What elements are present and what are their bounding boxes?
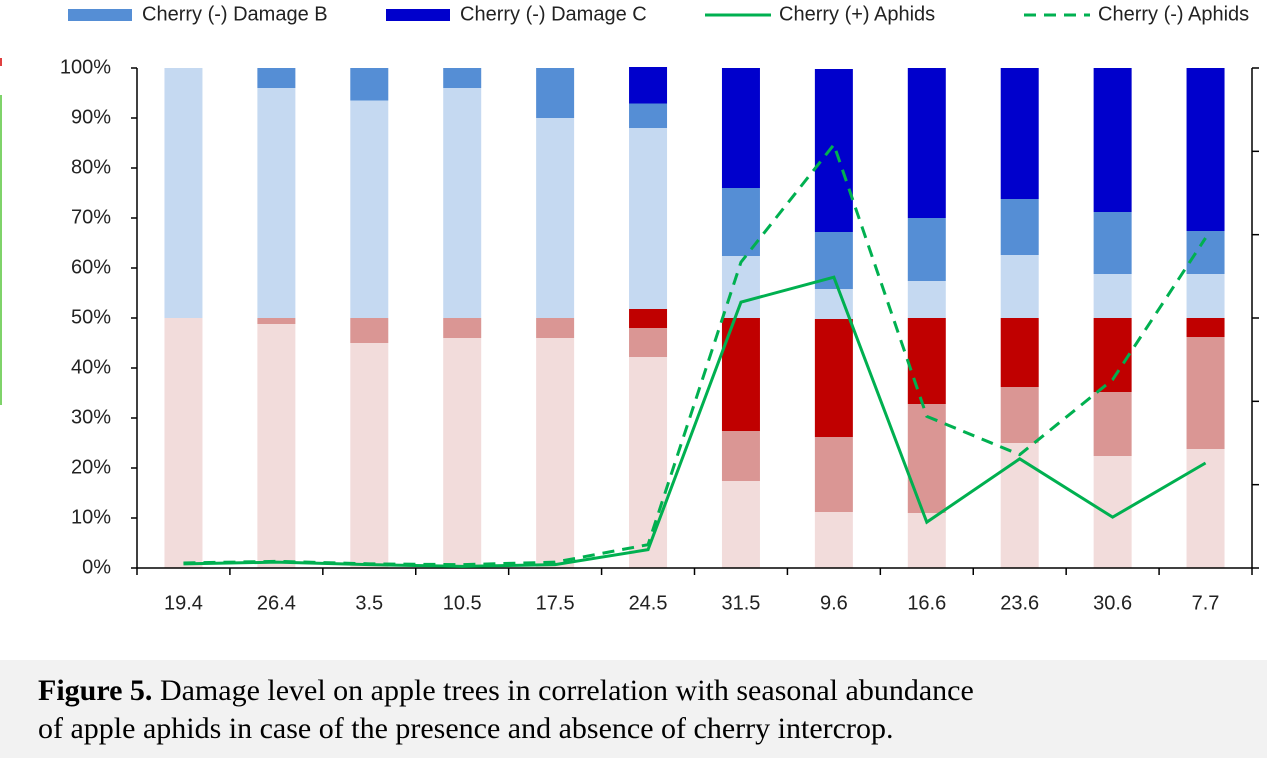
bar-segment [907, 218, 946, 281]
bar-segment [1000, 443, 1039, 568]
bar-segment [164, 68, 203, 318]
legend-swatch [68, 9, 132, 21]
legend-label: Cherry (-) Damage B [142, 3, 328, 25]
x-tick-label: 17.5 [536, 592, 575, 614]
bar-segment [1093, 392, 1132, 456]
bar-segment [257, 88, 296, 318]
bar-segment [1186, 68, 1225, 231]
y-tick-label: 30% [71, 406, 111, 428]
bar-segment [164, 318, 203, 568]
y-tick-label: 20% [71, 456, 111, 478]
caption-text: Damage level on apple trees in correlati… [159, 674, 974, 707]
y-tick-label: 90% [71, 106, 111, 128]
x-tick-label: 3.5 [355, 592, 383, 614]
bar-segment [257, 318, 296, 324]
y-tick-label: 0% [82, 556, 111, 578]
bar-segment [1186, 274, 1225, 318]
caption-line: of apple aphids in case of the presence … [38, 712, 894, 745]
legend-label: Cherry (-) Damage C [460, 3, 647, 25]
bar-segment [814, 512, 853, 568]
y-tick-label: 100% [60, 56, 111, 78]
legend-swatch [386, 9, 450, 21]
line-series [183, 141, 1207, 567]
line-series [183, 275, 1207, 568]
bar-segment [443, 338, 482, 568]
y-tick-label: 10% [71, 506, 111, 528]
caption-line: Figure 5. Damage level on apple trees in… [38, 674, 974, 708]
bar-segment [1000, 68, 1039, 199]
bar-segment [629, 128, 668, 309]
bar-segment [1093, 68, 1132, 212]
x-tick-label: 24.5 [629, 592, 668, 614]
y-tick-label: 60% [71, 256, 111, 278]
bar-segment [907, 318, 946, 404]
bar-segment [1000, 255, 1039, 318]
bar-segment [629, 309, 668, 328]
x-tick-label: 23.6 [1000, 592, 1039, 614]
bar-segment [1000, 387, 1039, 443]
bar-segment [257, 324, 296, 568]
x-tick-label: 7.7 [1192, 592, 1220, 614]
bar-segment [629, 328, 668, 357]
bar-segment [721, 68, 760, 188]
bar-segment [350, 318, 389, 343]
bar-segment [1093, 456, 1132, 568]
bar-segment [907, 281, 946, 318]
bar-segment [814, 437, 853, 512]
bar-segment [1000, 199, 1039, 255]
bar-segment [629, 67, 668, 104]
bar-segment [1186, 231, 1225, 274]
x-tick-label: 31.5 [721, 592, 760, 614]
x-tick-label: 19.4 [164, 592, 203, 614]
bar-segment [443, 88, 482, 318]
bar-segment [350, 343, 389, 568]
x-tick-label: 26.4 [257, 592, 296, 614]
bar-segment [536, 118, 575, 318]
legend-label: Cherry (+) Aphids [779, 3, 935, 25]
caption: Figure 5. Damage level on apple trees in… [0, 660, 1267, 758]
edge-mark [0, 95, 2, 405]
bar-segment [1000, 318, 1039, 387]
legend-label: Cherry (-) Aphids [1098, 3, 1249, 25]
bar-segment [721, 481, 760, 568]
caption-label: Figure 5. [38, 674, 153, 707]
y-tick-label: 70% [71, 206, 111, 228]
bar-segment [1186, 337, 1225, 449]
bar-segment [907, 68, 946, 218]
edge-mark [0, 58, 2, 66]
bar-segment [814, 319, 853, 437]
bar-segment [350, 68, 389, 101]
bar-segment [350, 100, 389, 318]
bar-segment [629, 103, 668, 128]
x-tick-label: 16.6 [907, 592, 946, 614]
bar-segment [1093, 274, 1132, 318]
bar-segment [721, 256, 760, 318]
bar-segment [721, 431, 760, 481]
bar-segment [443, 68, 482, 88]
bar-segment [257, 68, 296, 88]
y-tick-label: 50% [71, 306, 111, 328]
bar-segment [1186, 318, 1225, 337]
bar-segment [814, 69, 853, 232]
x-tick-label: 30.6 [1093, 592, 1132, 614]
bar-segment [1093, 212, 1132, 274]
bar-segment [629, 357, 668, 568]
bar-segment [536, 338, 575, 568]
chart: 0% 10% 20% 30% 40% 50% 60% 70% 80% 90% 100% 19.4 26.… [0, 3, 1259, 614]
x-tick-label: 10.5 [443, 592, 482, 614]
bar-segment [536, 318, 575, 338]
bar-segment [1186, 449, 1225, 568]
bar-segment [536, 68, 575, 118]
bar-segment [443, 318, 482, 338]
bar-segment [907, 404, 946, 513]
y-tick-label: 40% [71, 356, 111, 378]
x-tick-label: 9.6 [820, 592, 848, 614]
y-tick-label: 80% [71, 156, 111, 178]
bar-segment [1093, 318, 1132, 392]
